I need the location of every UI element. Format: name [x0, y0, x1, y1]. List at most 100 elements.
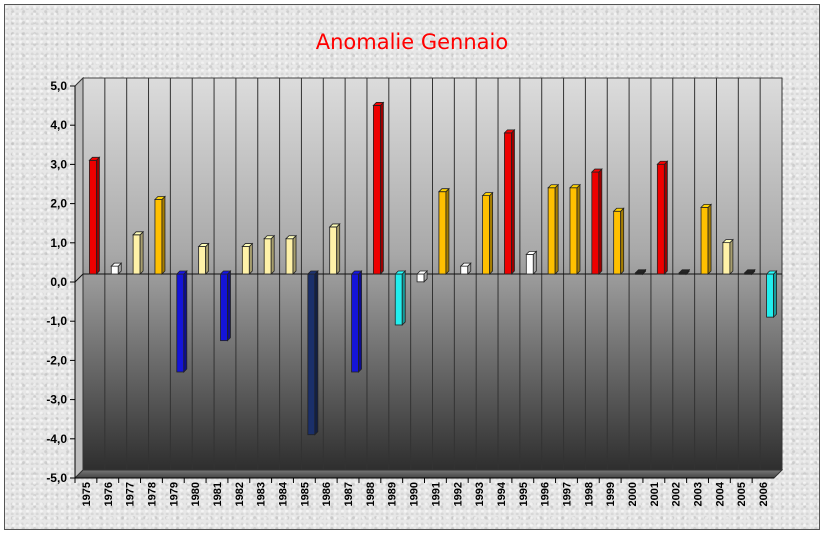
bar-front — [482, 195, 491, 275]
bar-front — [285, 238, 294, 275]
bar — [285, 234, 297, 275]
x-tick-label: 1996 — [540, 482, 552, 506]
y-tick-label: 0,0 — [50, 275, 67, 289]
y-tick-label: -2,0 — [46, 353, 67, 367]
y-tick-label: -4,0 — [46, 432, 67, 446]
x-tick-label: 1979 — [168, 482, 180, 506]
bar — [590, 168, 603, 275]
bar-top — [569, 184, 581, 189]
bar-side — [532, 250, 537, 275]
bar-top — [503, 129, 516, 134]
x-tick-label: 1981 — [212, 482, 224, 506]
y-tick-label: -3,0 — [46, 393, 67, 407]
y-tick-label: -5,0 — [46, 471, 67, 485]
bar-top — [459, 262, 472, 267]
x-tick-label: 2001 — [649, 482, 661, 506]
bar-top — [547, 184, 560, 189]
x-tick-label: 1982 — [234, 482, 246, 506]
bar-top — [481, 192, 494, 197]
bar — [569, 183, 581, 275]
bar-front — [460, 265, 469, 275]
x-tick-label: 1985 — [299, 482, 311, 506]
bar — [525, 250, 538, 275]
bar — [372, 101, 385, 275]
y-tick-label: 4,0 — [50, 118, 67, 132]
bar-side — [358, 270, 362, 373]
bar-top — [634, 269, 647, 274]
bar-side — [598, 168, 603, 275]
bar-front — [569, 187, 578, 275]
bar-top — [350, 270, 363, 275]
bar-front — [351, 273, 359, 373]
bar-front — [307, 273, 316, 436]
bar-front — [110, 265, 119, 275]
bar-front — [241, 246, 250, 275]
x-tick-label: 1975 — [81, 482, 93, 506]
bar-top — [394, 270, 407, 275]
bar-top — [372, 102, 385, 106]
x-tick-label: 1993 — [474, 482, 486, 506]
bar-top — [416, 270, 429, 275]
bar-front — [438, 191, 447, 275]
bar-top — [590, 168, 603, 173]
bar-side — [161, 195, 166, 275]
bar-side — [773, 270, 777, 319]
x-tick-label: 1994 — [496, 481, 508, 506]
bar — [678, 268, 691, 276]
chart-title: Anomalie Gennaio — [315, 30, 509, 54]
bar-top — [197, 243, 210, 247]
y-tick-label: 2,0 — [50, 197, 67, 211]
bar-front — [613, 210, 622, 275]
bar-side — [96, 156, 100, 275]
bar-side — [139, 230, 144, 275]
bar-front — [547, 187, 556, 275]
bar-top — [612, 207, 625, 212]
bar — [328, 222, 341, 275]
bar-front — [132, 234, 141, 275]
bar-front — [89, 159, 97, 275]
bar-top — [88, 156, 101, 161]
x-tick-label: 1997 — [561, 482, 573, 506]
bar — [110, 262, 123, 275]
bar-top — [678, 269, 691, 274]
bar-front — [766, 273, 774, 318]
x-tick-label: 1995 — [518, 482, 530, 506]
bar-side — [205, 242, 210, 275]
bar-side — [401, 270, 406, 326]
bar-side — [248, 242, 253, 275]
x-tick-label: 1998 — [583, 482, 595, 506]
bar-top — [525, 250, 538, 255]
bar-front — [504, 132, 512, 275]
bar — [197, 242, 210, 275]
bar — [459, 262, 472, 275]
bar — [656, 160, 669, 275]
x-tick-label: 2006 — [758, 482, 770, 506]
bar — [306, 270, 319, 436]
bar-front — [220, 273, 228, 342]
x-tick-label: 1987 — [343, 482, 355, 506]
bar — [503, 128, 516, 275]
bar-top — [437, 188, 450, 193]
bar-top — [656, 160, 669, 165]
x-tick-label: 2003 — [693, 482, 705, 506]
bar-side — [729, 238, 734, 275]
x-tick-label: 2004 — [714, 481, 726, 506]
bar — [263, 234, 276, 275]
bar-side — [314, 270, 319, 436]
x-tick-label: 1986 — [321, 482, 333, 506]
bar — [765, 270, 778, 319]
bar-side — [227, 270, 231, 342]
bar-top — [110, 262, 123, 267]
bar-front — [372, 105, 381, 275]
bar-top — [700, 203, 713, 208]
bar — [394, 270, 407, 326]
x-tick-label: 1976 — [103, 482, 115, 506]
x-tick-label: 1988 — [365, 482, 377, 506]
bar-side — [576, 183, 581, 275]
bar-top — [175, 270, 188, 275]
bar-front — [198, 246, 207, 275]
y-tick-label: 1,0 — [50, 236, 67, 250]
bar-side — [554, 183, 559, 275]
y-tick-label: 5,0 — [50, 79, 67, 93]
y-tick-label: 3,0 — [50, 157, 67, 171]
